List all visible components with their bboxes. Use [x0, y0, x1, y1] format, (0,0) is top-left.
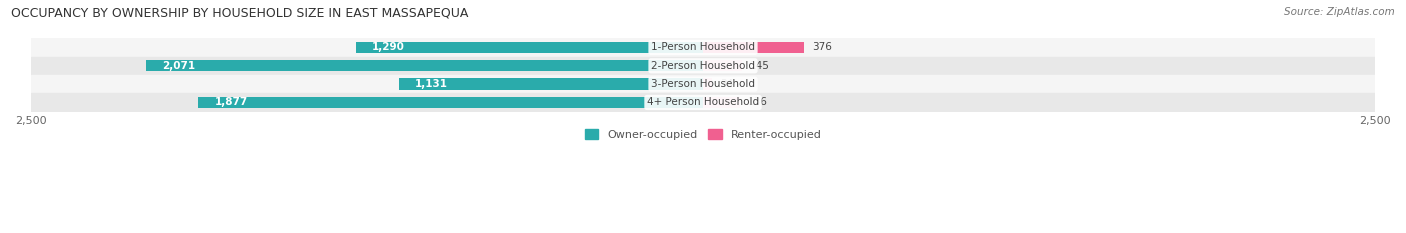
Bar [703, 97, 740, 108]
Legend: Owner-occupied, Renter-occupied: Owner-occupied, Renter-occupied [581, 125, 825, 144]
Text: 34: 34 [720, 79, 734, 89]
Text: 376: 376 [813, 42, 832, 52]
Text: 1-Person Household: 1-Person Household [651, 42, 755, 52]
Bar [356, 42, 703, 53]
Bar [146, 60, 703, 72]
Bar [31, 38, 1375, 57]
Text: 2-Person Household: 2-Person Household [651, 61, 755, 71]
Bar [703, 42, 804, 53]
Text: Source: ZipAtlas.com: Source: ZipAtlas.com [1284, 7, 1395, 17]
Text: 1,131: 1,131 [415, 79, 449, 89]
Bar [703, 79, 713, 90]
Text: 1,877: 1,877 [215, 97, 247, 107]
Bar [399, 79, 703, 90]
Bar [31, 57, 1375, 75]
Text: OCCUPANCY BY OWNERSHIP BY HOUSEHOLD SIZE IN EAST MASSAPEQUA: OCCUPANCY BY OWNERSHIP BY HOUSEHOLD SIZE… [11, 7, 468, 20]
Text: 145: 145 [749, 61, 770, 71]
Bar [31, 93, 1375, 112]
Text: 1,290: 1,290 [373, 42, 405, 52]
Text: 4+ Person Household: 4+ Person Household [647, 97, 759, 107]
Bar [31, 75, 1375, 93]
Text: 3-Person Household: 3-Person Household [651, 79, 755, 89]
Bar [703, 60, 742, 72]
Text: 136: 136 [748, 97, 768, 107]
Text: 2,071: 2,071 [162, 61, 195, 71]
Bar [198, 97, 703, 108]
